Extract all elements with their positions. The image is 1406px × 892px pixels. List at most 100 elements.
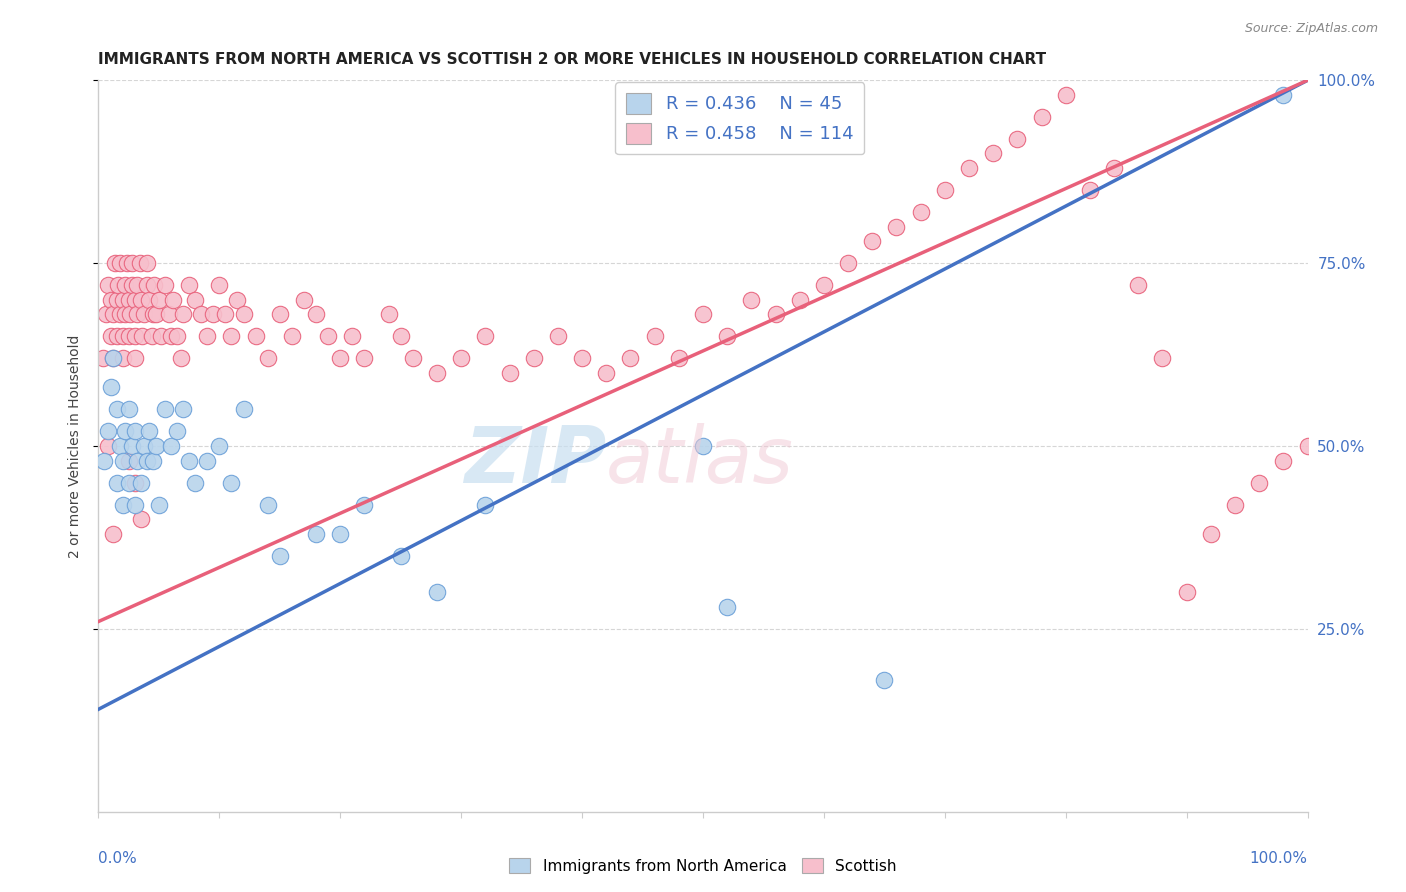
Point [118, 307, 141, 321]
Point [135, 256, 157, 270]
Point [910, 205, 932, 219]
Point [162, 293, 184, 307]
Point [104, 256, 127, 270]
Text: IMMIGRANTS FROM NORTH AMERICA VS SCOTTISH 2 OR MORE VEHICLES IN HOUSEHOLD CORREL: IMMIGRANTS FROM NORTH AMERICA VS SCOTTIS… [98, 52, 1046, 67]
Legend: R = 0.436    N = 45, R = 0.458    N = 114: R = 0.436 N = 45, R = 0.458 N = 114 [616, 82, 865, 154]
Point [245, 329, 267, 343]
Point [329, 526, 352, 541]
Point [305, 526, 328, 541]
Point [160, 329, 183, 343]
Point [124, 293, 146, 307]
Point [426, 366, 449, 380]
Point [860, 234, 883, 248]
Point [129, 293, 152, 307]
Point [474, 498, 496, 512]
Point [184, 475, 207, 490]
Point [1031, 110, 1053, 124]
Point [571, 351, 593, 366]
Point [105, 329, 128, 343]
Point [150, 329, 173, 343]
Point [94, 307, 117, 321]
Point [111, 453, 134, 467]
Point [668, 351, 690, 366]
Text: ZIP: ZIP [464, 423, 606, 499]
Point [450, 351, 472, 366]
Point [389, 549, 412, 563]
Point [402, 351, 425, 366]
Point [316, 329, 339, 343]
Text: 100.0%: 100.0% [1250, 851, 1308, 865]
Point [179, 453, 201, 467]
Point [145, 439, 167, 453]
Y-axis label: 2 or more Vehicles in Household: 2 or more Vehicles in Household [69, 334, 83, 558]
Point [208, 278, 231, 293]
Point [100, 329, 122, 343]
Point [131, 329, 153, 343]
Point [138, 293, 160, 307]
Point [134, 307, 156, 321]
Point [1152, 351, 1174, 366]
Point [114, 307, 136, 321]
Point [141, 329, 163, 343]
Point [813, 278, 835, 293]
Point [305, 307, 328, 321]
Point [1249, 475, 1271, 490]
Point [1296, 439, 1319, 453]
Point [256, 498, 278, 512]
Point [226, 293, 249, 307]
Point [117, 256, 139, 270]
Point [111, 498, 134, 512]
Point [135, 278, 157, 293]
Point [644, 329, 666, 343]
Point [121, 439, 143, 453]
Point [101, 351, 124, 366]
Point [143, 278, 166, 293]
Point [145, 307, 167, 321]
Point [127, 307, 149, 321]
Point [108, 256, 131, 270]
Point [100, 293, 122, 307]
Point [179, 278, 201, 293]
Point [1223, 498, 1246, 512]
Point [121, 278, 143, 293]
Point [172, 402, 194, 417]
Point [129, 475, 152, 490]
Point [105, 293, 128, 307]
Point [232, 307, 254, 321]
Point [202, 307, 225, 321]
Point [97, 439, 120, 453]
Point [269, 307, 291, 321]
Point [142, 307, 165, 321]
Point [124, 351, 146, 366]
Point [127, 453, 149, 467]
Point [195, 329, 218, 343]
Point [160, 439, 183, 453]
Point [214, 307, 236, 321]
Point [1078, 183, 1101, 197]
Point [377, 307, 399, 321]
Point [934, 183, 956, 197]
Point [190, 307, 212, 321]
Point [118, 453, 141, 467]
Point [153, 278, 176, 293]
Point [105, 475, 128, 490]
Point [108, 307, 131, 321]
Point [957, 161, 980, 175]
Point [1272, 453, 1295, 467]
Point [195, 453, 218, 467]
Point [93, 453, 115, 467]
Point [128, 256, 150, 270]
Point [232, 402, 254, 417]
Text: atlas: atlas [606, 423, 794, 499]
Point [184, 293, 207, 307]
Point [981, 146, 1004, 161]
Point [111, 293, 134, 307]
Point [121, 256, 143, 270]
Point [389, 329, 412, 343]
Text: 0.0%: 0.0% [98, 851, 138, 865]
Point [124, 475, 146, 490]
Point [789, 293, 811, 307]
Point [281, 329, 304, 343]
Point [124, 425, 146, 439]
Point [114, 425, 136, 439]
